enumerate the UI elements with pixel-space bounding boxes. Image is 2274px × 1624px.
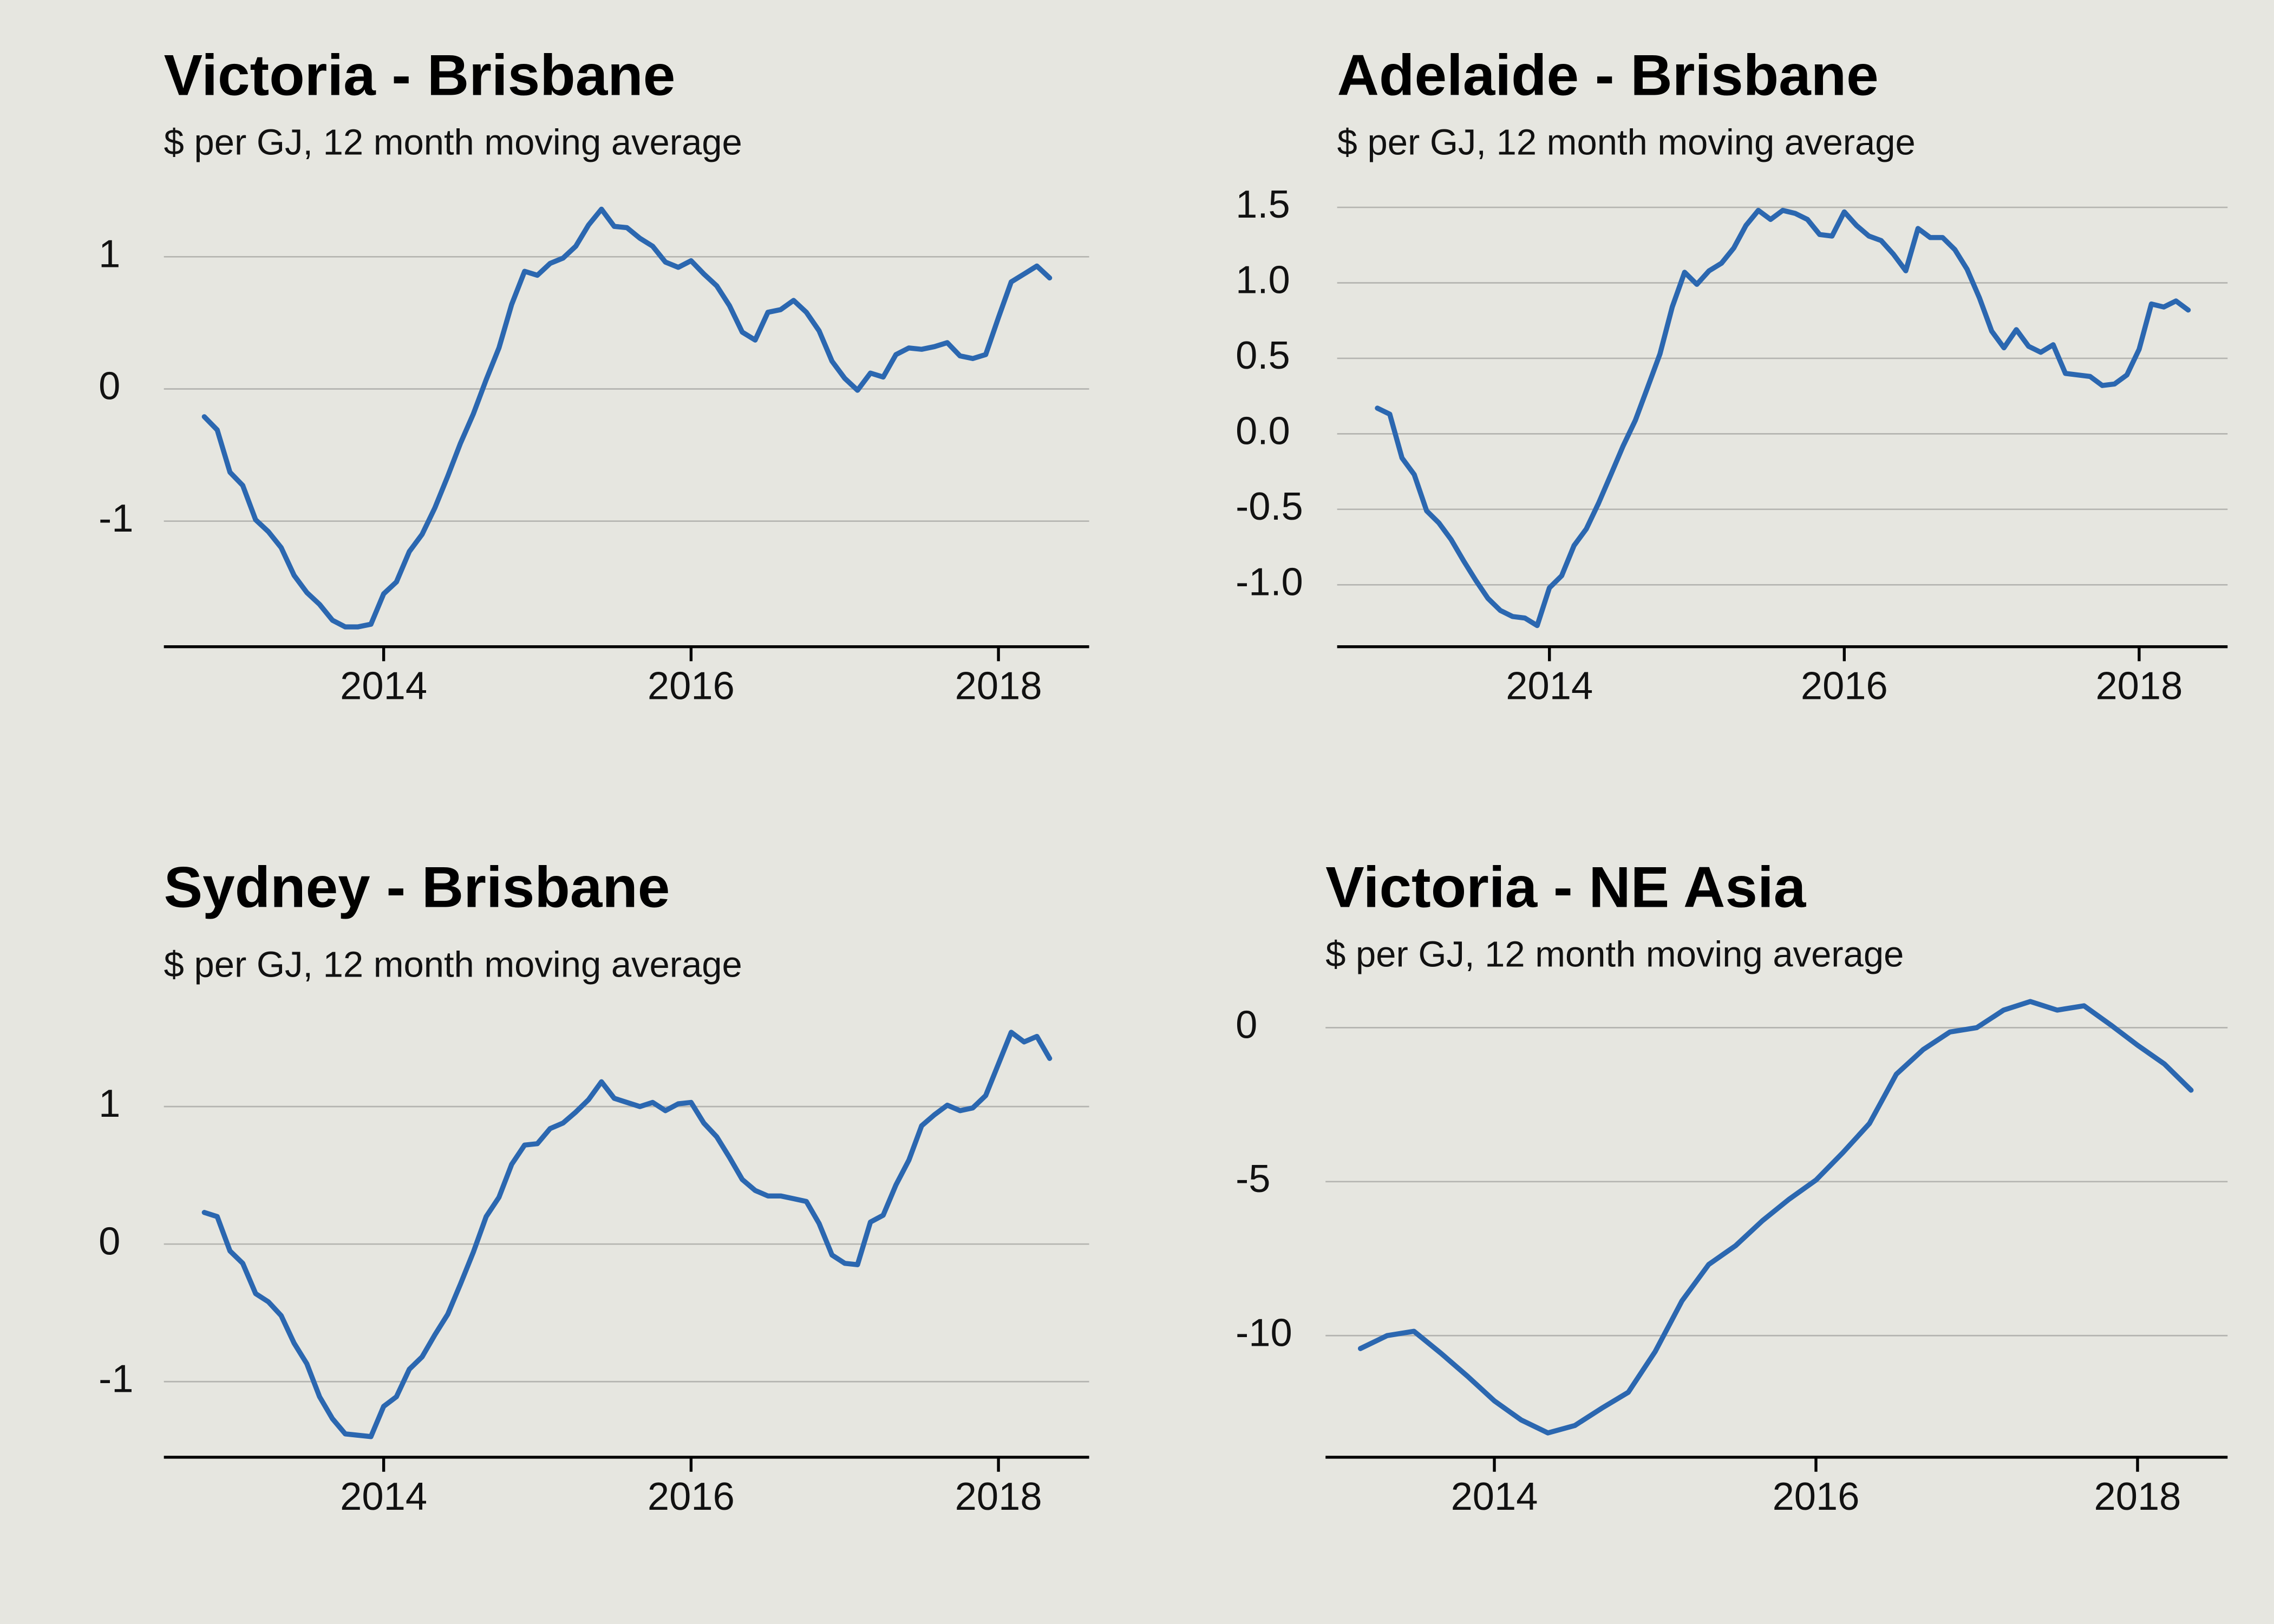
x-tick-label: 2016: [648, 664, 735, 708]
y-tick-label: 1: [99, 232, 120, 276]
data-line: [1357, 999, 2194, 1436]
y-tick-label: 0: [1236, 1004, 1257, 1047]
chart-panel: Victoria - Brisbane $ per GJ, 12 month mo…: [99, 43, 1089, 708]
chart-title: Victoria - NE Asia: [1325, 855, 1806, 920]
data-line: [1375, 207, 2191, 628]
data-line: [201, 206, 1053, 630]
x-tick-label: 2016: [1773, 1475, 1860, 1518]
x-tick-label: 2018: [955, 1475, 1042, 1518]
y-tick-label: -0.5: [1236, 485, 1303, 528]
x-tick-label: 2014: [1451, 1475, 1538, 1518]
x-tick-label: 2018: [2095, 664, 2182, 708]
y-tick-label: 0: [99, 365, 120, 408]
y-tick-label: 1.0: [1236, 259, 1290, 302]
chart-title: Victoria - Brisbane: [164, 43, 676, 108]
chart-title: Sydney - Brisbane: [164, 855, 670, 920]
chart-subtitle: $ per GJ, 12 month moving average: [1337, 122, 1916, 163]
y-tick-label: -10: [1236, 1311, 1292, 1354]
y-tick-label: 0.5: [1236, 334, 1290, 377]
x-tick-label: 2018: [2094, 1475, 2181, 1518]
y-tick-label: -1: [99, 1357, 133, 1400]
x-tick-label: 2016: [648, 1475, 735, 1518]
chart-title: Adelaide - Brisbane: [1337, 43, 1879, 108]
x-tick-label: 2016: [1801, 664, 1888, 708]
y-tick-label: 0.0: [1236, 410, 1290, 453]
y-tick-label: -1.0: [1236, 560, 1303, 604]
x-tick-label: 2014: [340, 664, 427, 708]
y-tick-label: 1: [99, 1082, 120, 1125]
data-line: [201, 1030, 1053, 1439]
y-tick-label: -5: [1236, 1157, 1270, 1201]
x-tick-label: 2014: [1506, 664, 1593, 708]
y-tick-label: 1.5: [1236, 183, 1290, 226]
x-tick-label: 2014: [340, 1475, 427, 1518]
chart-subtitle: $ per GJ, 12 month moving average: [164, 944, 742, 985]
chart-panel: Victoria - NE Asia $ per GJ, 12 month mov…: [1236, 855, 2228, 1518]
chart-subtitle: $ per GJ, 12 month moving average: [164, 122, 742, 163]
y-tick-label: 0: [99, 1220, 120, 1263]
x-tick-label: 2018: [955, 664, 1042, 708]
chart-panel: Sydney - Brisbane $ per GJ, 12 month movi…: [99, 855, 1089, 1518]
y-tick-label: -1: [99, 497, 133, 540]
chart-panel: Adelaide - Brisbane $ per GJ, 12 month mo…: [1236, 43, 2228, 708]
chart-subtitle: $ per GJ, 12 month moving average: [1325, 934, 1904, 975]
